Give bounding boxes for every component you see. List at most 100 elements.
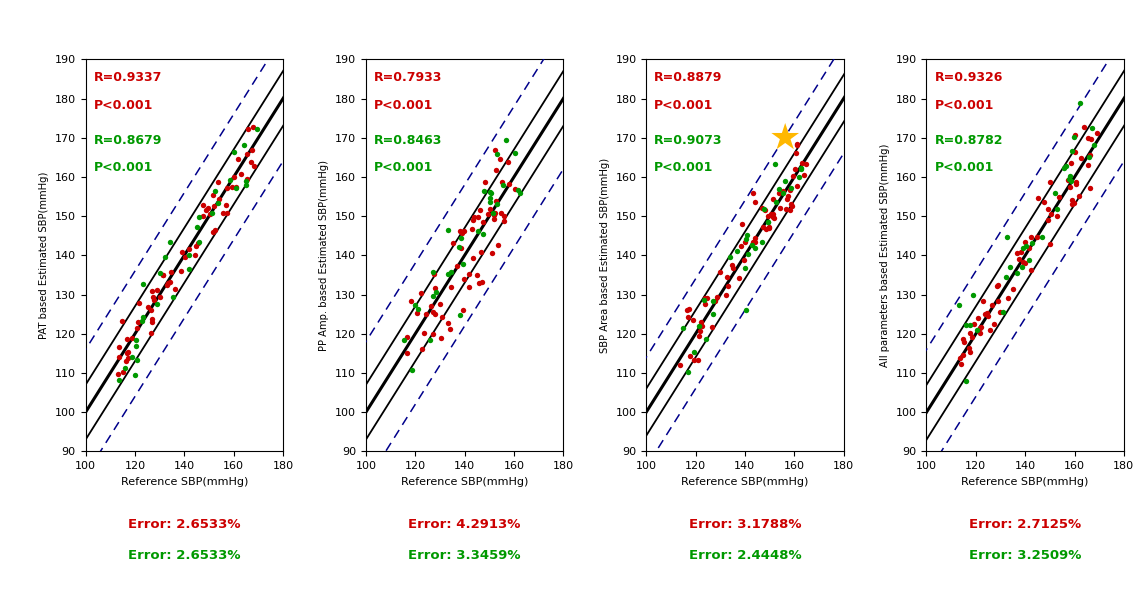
Point — [213, 208, 232, 217]
Point — [963, 333, 981, 342]
Point — [500, 157, 518, 167]
Text: Error: 2.6533%: Error: 2.6533% — [128, 518, 241, 531]
Point — [760, 222, 778, 231]
X-axis label: Reference SBP(mmHg): Reference SBP(mmHg) — [962, 477, 1089, 486]
Point — [480, 187, 499, 197]
Point — [766, 159, 784, 169]
Point — [412, 288, 430, 298]
Point — [176, 252, 194, 262]
Point — [1071, 153, 1090, 163]
Point — [426, 283, 444, 292]
Point — [1004, 284, 1022, 293]
Point — [118, 348, 136, 358]
Point — [723, 264, 742, 273]
Point — [1033, 233, 1051, 242]
Point — [126, 371, 144, 380]
Point — [438, 318, 456, 328]
Point — [232, 169, 250, 179]
Point — [487, 196, 505, 206]
Point — [172, 266, 191, 276]
Text: R=0.9337: R=0.9337 — [94, 71, 162, 84]
X-axis label: Reference SBP(mmHg): Reference SBP(mmHg) — [121, 477, 248, 486]
Point — [130, 299, 148, 308]
Point — [1008, 248, 1026, 258]
Point — [689, 321, 707, 331]
Text: P<0.001: P<0.001 — [934, 162, 994, 174]
Point — [1075, 123, 1093, 132]
Point — [690, 331, 709, 341]
Point — [147, 285, 165, 295]
Point — [408, 305, 427, 314]
Point — [173, 247, 192, 256]
Point — [480, 204, 499, 214]
Point — [784, 171, 802, 181]
Point — [1066, 131, 1084, 140]
Point — [484, 208, 502, 217]
Point — [1050, 192, 1068, 202]
Point — [444, 239, 462, 248]
Point — [413, 345, 431, 354]
Point — [952, 353, 970, 363]
Text: P<0.001: P<0.001 — [934, 99, 994, 112]
Point — [201, 209, 219, 219]
Point — [133, 279, 152, 289]
Point — [952, 359, 970, 369]
Point — [766, 213, 784, 223]
Point — [759, 211, 777, 221]
Point — [793, 158, 811, 168]
Point — [127, 342, 145, 351]
Point — [452, 311, 470, 320]
Point — [197, 206, 216, 215]
Point — [719, 272, 737, 282]
Point — [487, 149, 505, 159]
Point — [1022, 265, 1041, 274]
Point — [1078, 134, 1097, 143]
Point — [148, 299, 167, 308]
Point — [981, 325, 1000, 334]
Point — [792, 163, 810, 172]
Text: R=0.8879: R=0.8879 — [654, 71, 722, 84]
Point — [776, 176, 794, 185]
Point — [1085, 140, 1103, 150]
Point — [116, 363, 135, 372]
Point — [127, 335, 145, 345]
Point — [977, 309, 995, 319]
Point — [1081, 150, 1099, 160]
Point — [471, 206, 489, 215]
Point — [971, 323, 989, 332]
Point — [479, 209, 497, 219]
Point — [756, 224, 775, 233]
Point — [685, 355, 703, 365]
Point — [985, 320, 1003, 329]
Point — [997, 232, 1015, 242]
Point — [1062, 146, 1081, 156]
Text: P<0.001: P<0.001 — [94, 162, 153, 174]
Point — [795, 170, 814, 180]
Point — [1067, 179, 1085, 189]
Point — [119, 347, 137, 357]
Point — [469, 226, 487, 235]
Point — [1055, 163, 1074, 173]
Point — [717, 290, 735, 299]
Point — [451, 227, 469, 236]
Point — [1067, 147, 1085, 157]
Point — [697, 334, 715, 344]
Point — [452, 244, 470, 253]
Point — [697, 293, 715, 303]
Point — [711, 267, 729, 277]
Point — [759, 217, 777, 226]
Point — [132, 317, 151, 326]
Point — [118, 334, 136, 344]
Point — [482, 197, 500, 207]
Point — [113, 317, 131, 326]
Point — [487, 199, 505, 208]
Point — [1028, 232, 1046, 242]
Text: R=0.9326: R=0.9326 — [934, 71, 1003, 84]
Point — [188, 238, 207, 248]
Text: ★: ★ — [769, 122, 801, 156]
Point — [243, 146, 261, 155]
Point — [448, 261, 467, 270]
Point — [763, 195, 782, 204]
Point — [791, 172, 809, 182]
Point — [763, 210, 782, 219]
